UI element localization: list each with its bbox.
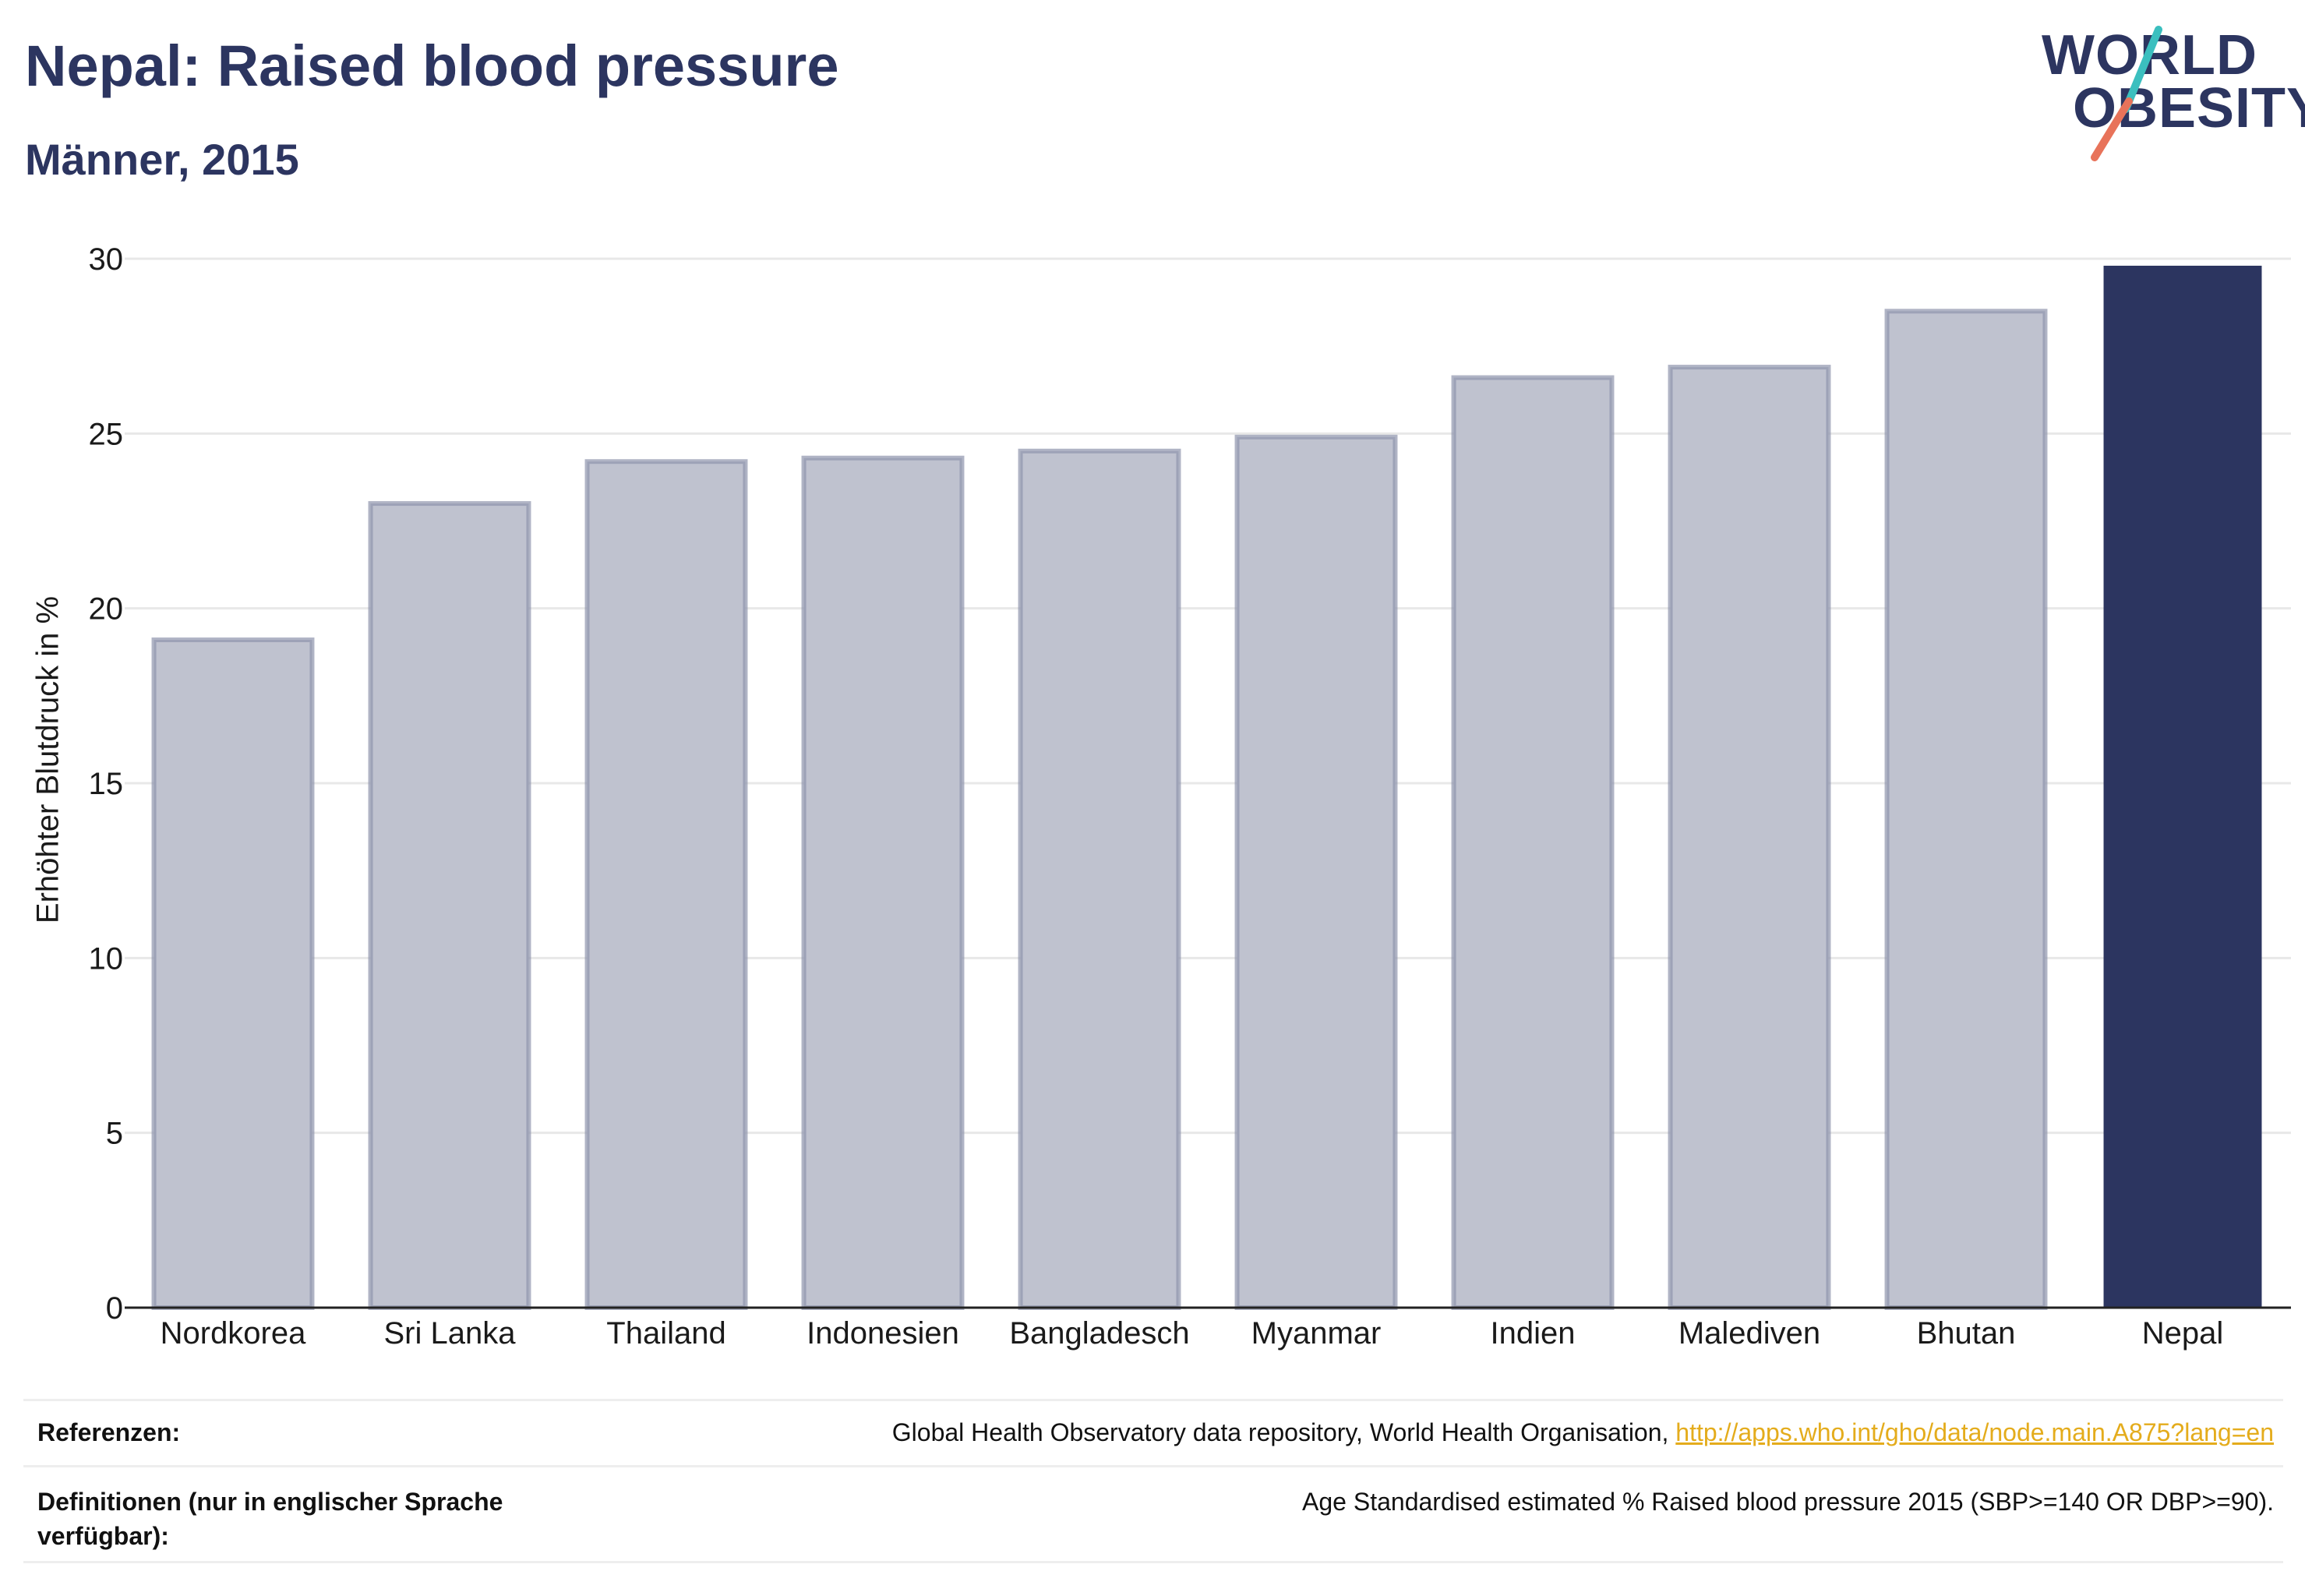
definitions-label: Definitionen (nur in englischer Sprache … [37, 1488, 503, 1550]
bar-myanmar [1234, 434, 1398, 1311]
y-tick-label: 10 [89, 941, 124, 976]
y-axis-label: Erhöhter Blutdruck in % [30, 595, 65, 924]
bar-bhutan [1884, 309, 2048, 1310]
y-tick-label: 25 [89, 417, 124, 451]
page-title: Nepal: Raised blood pressure [25, 34, 839, 98]
bar-indien [1451, 375, 1615, 1311]
x-tick-label: Nepal [2142, 1316, 2224, 1351]
bar-nepal [2103, 265, 2262, 1308]
x-tick-label: Indien [1491, 1316, 1576, 1351]
y-tick-label: 20 [89, 592, 124, 627]
x-tick-label: Bangladesch [1009, 1316, 1189, 1351]
y-tick-label: 30 [89, 242, 124, 277]
y-tick-label: 5 [106, 1117, 123, 1151]
x-tick-label: Nordkorea [161, 1316, 307, 1351]
references-value: Global Health Observatory data repositor… [892, 1415, 2274, 1449]
x-tick-label: Myanmar [1251, 1316, 1382, 1351]
bar-malediven [1668, 365, 1831, 1310]
references-link[interactable]: http://apps.who.int/gho/data/node.main.A… [1675, 1418, 2274, 1446]
references-row: Referenzen: Global Health Observatory da… [23, 1399, 2283, 1465]
references-label: Referenzen: [37, 1418, 181, 1446]
definitions-row: Definitionen (nur in englischer Sprache … [23, 1465, 2283, 1563]
world-obesity-logo: WORLD OBESITY [2042, 23, 2305, 164]
bar-chart: 0 5 10 15 20 25 30 Nordkorea Sri Lanka Thailand In… [89, 242, 2291, 1351]
x-tick-label: Indonesien [807, 1316, 959, 1351]
x-tick-label: Thailand [606, 1316, 725, 1351]
bar-thailand [584, 459, 748, 1310]
logo-slash-icon [2091, 26, 2162, 161]
y-tick-label: 0 [106, 1291, 123, 1326]
page-subtitle: Männer, 2015 [25, 135, 299, 184]
x-tick-label: Malediven [1678, 1316, 1820, 1351]
bar-indonesien [801, 455, 965, 1310]
bar-sri-lanka [368, 501, 531, 1310]
definitions-value: Age Standardised estimated % Raised bloo… [1302, 1488, 2274, 1516]
x-tick-label: Sri Lanka [384, 1316, 517, 1351]
bar-nordkorea [151, 637, 315, 1310]
y-tick-label: 15 [89, 767, 124, 801]
references-text: Global Health Observatory data repositor… [891, 1418, 1676, 1446]
bar-bangladesch [1018, 448, 1181, 1310]
x-tick-label: Bhutan [1917, 1316, 2016, 1351]
